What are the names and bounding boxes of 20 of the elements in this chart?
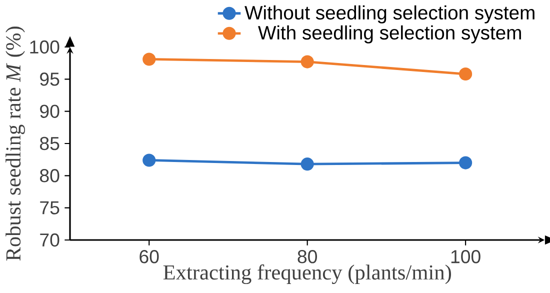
point [142,52,156,66]
legend-label: Without seedling selection system [244,5,534,24]
point [459,67,472,81]
point [459,156,472,170]
x-tick-label: 80 [298,250,317,264]
y-tick-label: 95 [40,72,60,86]
point [300,158,314,171]
y-tick-label: 90 [40,104,60,118]
y-tick-label: 80 [40,169,60,182]
x-tick-label: 60 [140,250,159,264]
legend-label: With seedling selection system [258,25,521,44]
x-axis-title: Extracting frequency (plants/min) [163,264,451,284]
point [300,55,314,68]
y-tick-label: 100 [30,40,60,54]
y-tick-label: 75 [40,201,60,214]
y-axis-title: Robust seedling rate M (%) [6,26,25,261]
y-tick-label: 70 [40,233,60,247]
point [142,154,156,167]
y-tick-label: 85 [40,136,60,150]
x-tick-label: 100 [451,250,480,264]
